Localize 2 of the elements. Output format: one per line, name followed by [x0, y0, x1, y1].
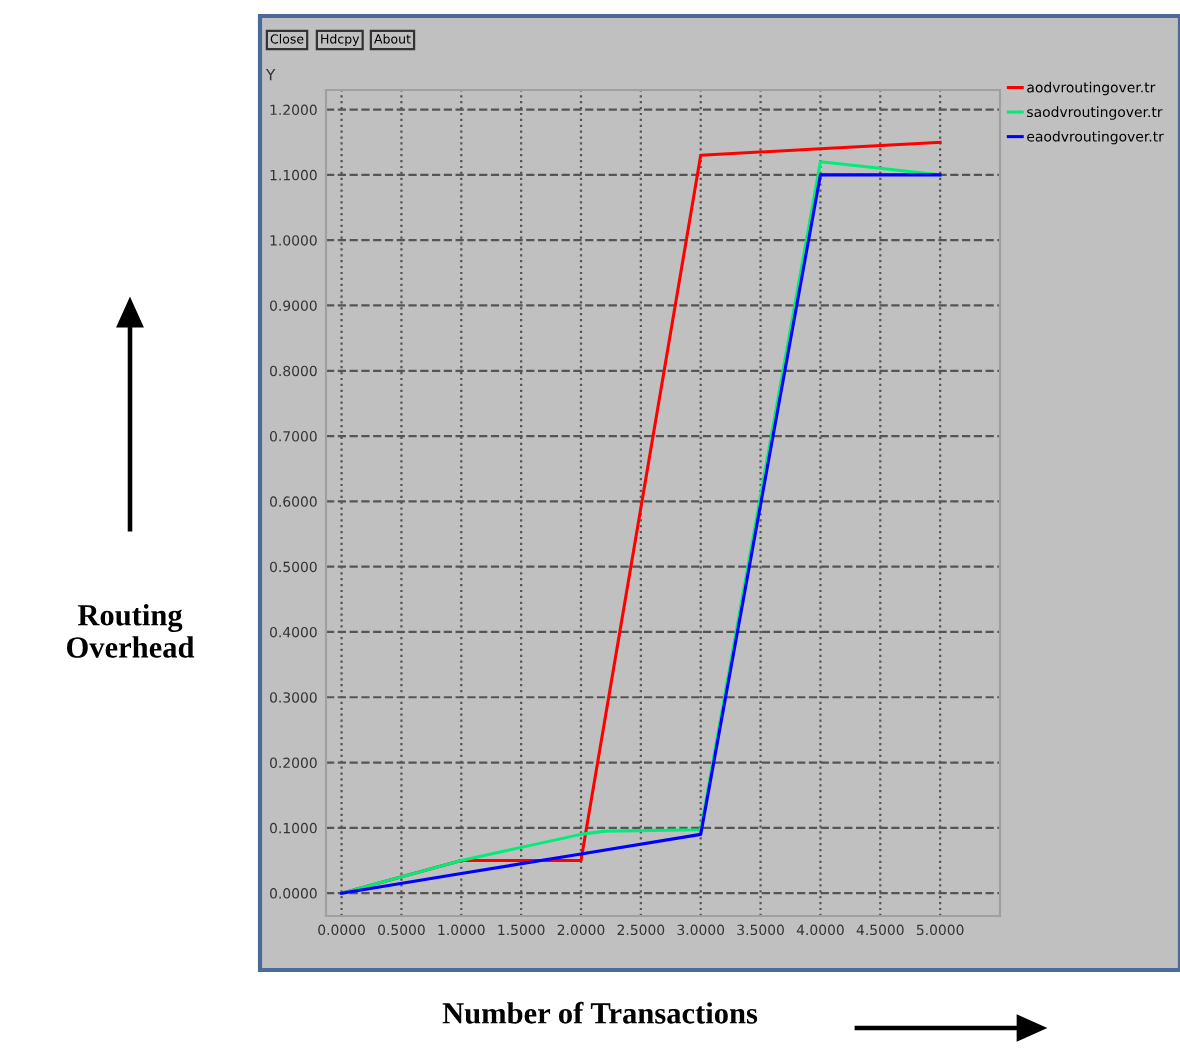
y-axis-title: Routing Overhead — [67, 604, 195, 658]
x-axis-title: Number of Transactions — [442, 1001, 758, 1024]
